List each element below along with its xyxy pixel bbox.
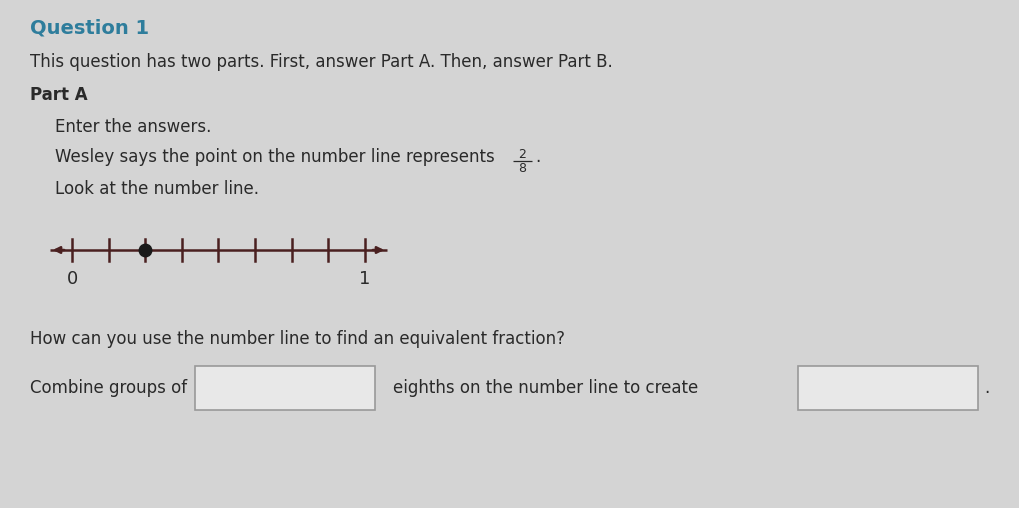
Text: How can you use the number line to find an equivalent fraction?: How can you use the number line to find … <box>30 330 565 348</box>
Text: 2: 2 <box>518 147 526 161</box>
Bar <box>797 366 977 410</box>
Text: 1: 1 <box>359 270 370 288</box>
Text: 0: 0 <box>66 270 77 288</box>
Bar <box>195 366 375 410</box>
Text: Enter the answers.: Enter the answers. <box>55 118 211 136</box>
Text: Wesley says the point on the number line represents: Wesley says the point on the number line… <box>55 148 499 166</box>
Text: .: . <box>983 379 988 397</box>
Text: This question has two parts. First, answer Part A. Then, answer Part B.: This question has two parts. First, answ… <box>30 53 612 71</box>
Text: Look at the number line.: Look at the number line. <box>55 180 259 198</box>
Text: Combine groups of: Combine groups of <box>30 379 186 397</box>
Text: Part A: Part A <box>30 86 88 104</box>
Text: eighths on the number line to create: eighths on the number line to create <box>392 379 698 397</box>
Text: 8: 8 <box>518 162 526 175</box>
Text: .: . <box>535 148 540 166</box>
Text: Question 1: Question 1 <box>30 18 149 37</box>
